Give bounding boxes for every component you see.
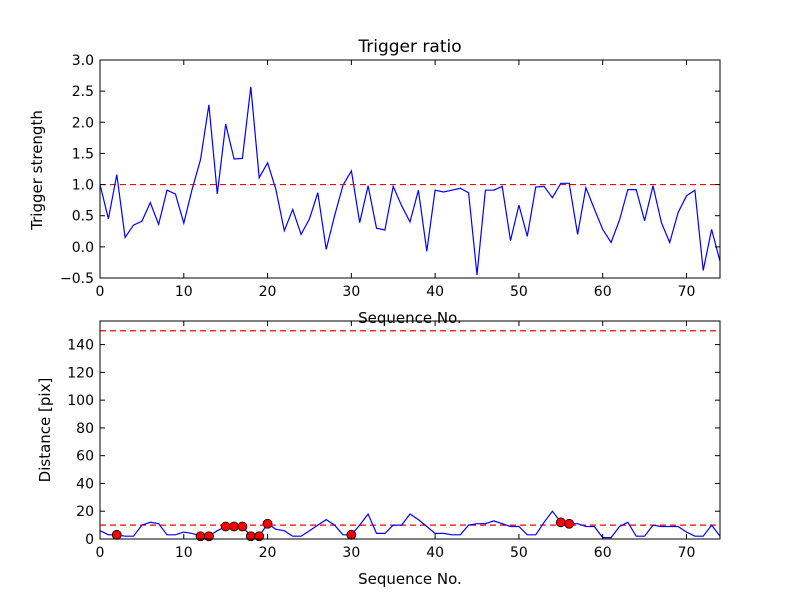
x-tick-label: 10 <box>175 545 193 561</box>
plot-frame <box>99 59 721 279</box>
y-tick-label: 1.5 <box>72 146 94 162</box>
y-tick-label: 80 <box>76 421 94 437</box>
x-tick-label: 40 <box>426 284 444 300</box>
x-tick-label: 40 <box>426 545 444 561</box>
highlight-marker <box>220 521 231 532</box>
highlight-marker <box>262 518 273 529</box>
y-tick-label: 0.5 <box>72 209 94 225</box>
x-tick-label: 50 <box>510 284 528 300</box>
y-axis-label: Distance [pix] <box>36 378 54 483</box>
x-tick-label: 0 <box>96 284 105 300</box>
y-tick-label: 100 <box>67 393 94 409</box>
highlight-marker <box>237 521 248 532</box>
x-tick-label: 20 <box>259 545 277 561</box>
y-tick-label: 0.0 <box>72 240 94 256</box>
highlight-marker <box>204 531 214 542</box>
highlight-marker <box>111 529 122 540</box>
highlight-marker <box>555 517 566 528</box>
trigger-ratio-chart: Trigger ratio Trigger strength Sequence … <box>28 37 721 327</box>
series-line <box>100 86 720 275</box>
y-tick-label: 1.0 <box>72 178 94 194</box>
y-tick-label: −0.5 <box>60 271 94 287</box>
x-tick-label: 30 <box>342 284 360 300</box>
x-tick-label: 70 <box>678 284 696 300</box>
y-tick-label: 120 <box>67 365 94 381</box>
highlight-marker <box>254 531 265 542</box>
y-axis-label: Trigger strength <box>28 110 46 231</box>
y-tick-label: 0 <box>85 532 94 548</box>
plot-frame <box>99 320 721 540</box>
distance-chart: Distance [pix] Sequence No. 0 10 20 30 40 50 6… <box>36 320 721 588</box>
y-tick-label: 40 <box>76 476 94 492</box>
chart-title: Trigger ratio <box>357 37 461 57</box>
highlight-marker <box>564 518 575 529</box>
y-tick-label: 60 <box>76 449 94 465</box>
x-tick-label: 30 <box>342 545 360 561</box>
y-tick-label: 140 <box>67 338 94 354</box>
x-tick-label: 0 <box>96 545 105 561</box>
x-tick-label: 20 <box>259 284 277 300</box>
x-tick-label: 60 <box>594 284 612 300</box>
x-axis-label: Sequence No. <box>358 570 462 588</box>
x-axis-label: Sequence No. <box>358 309 462 327</box>
x-tick-label: 60 <box>594 545 612 561</box>
x-tick-label: 70 <box>678 545 696 561</box>
y-tick-label: 2.0 <box>72 115 94 131</box>
y-tick-label: 20 <box>76 504 94 520</box>
y-tick-label: 3.0 <box>72 53 94 69</box>
highlight-marker <box>229 521 239 532</box>
y-tick-label: 2.5 <box>72 84 94 100</box>
x-tick-label: 50 <box>510 545 528 561</box>
x-tick-label: 10 <box>175 284 193 300</box>
